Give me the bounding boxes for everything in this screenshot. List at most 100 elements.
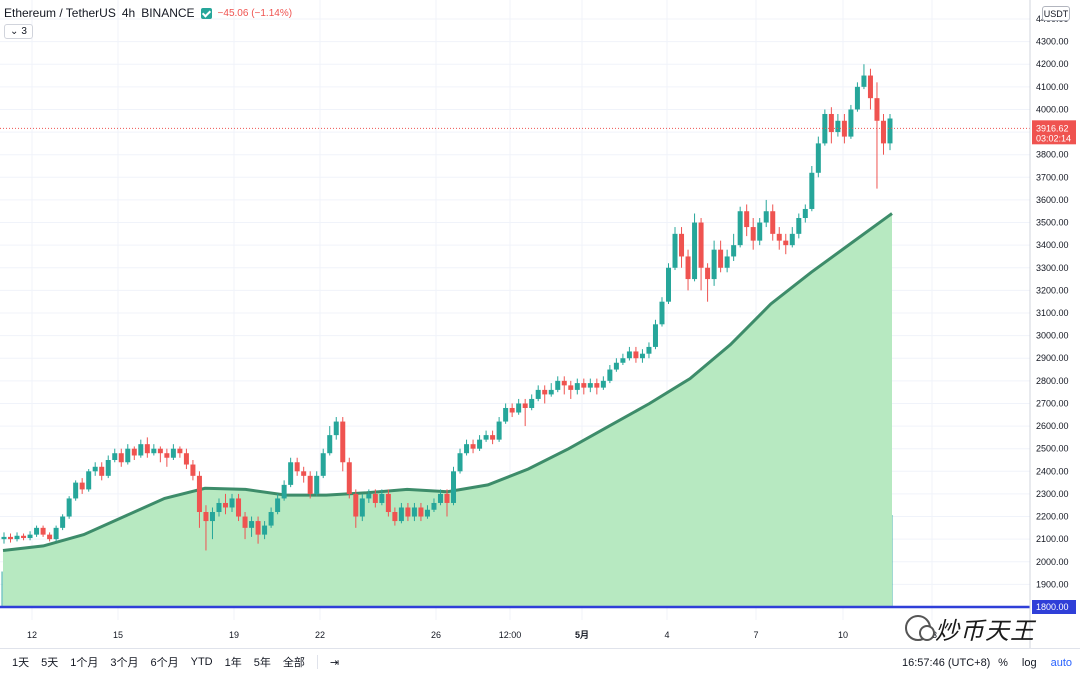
candle-body [639,353,645,359]
countdown-label: 03:02:14 [1036,133,1071,143]
candle-body [672,233,678,268]
candle-body [692,222,698,280]
ma-area-fill [3,213,892,607]
candle-body [620,358,626,363]
currency-label[interactable]: USDT [1042,6,1070,21]
candle-body [333,421,339,436]
candle-body [477,439,483,449]
candle-body [40,527,46,535]
candle-body [457,453,463,472]
candle-body [392,512,398,522]
candle-body [411,507,417,517]
candle-body [776,233,782,241]
range-5y[interactable]: 5年 [253,657,271,669]
price-chart[interactable]: 4400.004300.004200.004100.004000.003900.… [0,0,1080,648]
price-tick: 2000.00 [1036,557,1069,567]
candle-body [809,172,815,209]
candle-body [802,208,808,219]
price-tick: 2700.00 [1036,398,1069,408]
log-toggle[interactable]: log [1021,656,1037,669]
range-1y[interactable]: 1年 [224,657,242,669]
goto-date-icon[interactable]: ⇥ [329,656,340,669]
candle-body [685,256,691,280]
candle-body [783,240,789,246]
candle-body [275,498,281,513]
candle-body [314,475,320,494]
candle-body [229,498,235,508]
candle-body [170,448,176,458]
time-tick: 12:00 [499,630,522,640]
candle-body [216,502,222,513]
indicators-toggle[interactable]: ⌄ 3 [4,24,33,39]
candle-body [138,444,144,456]
time-tick: 7 [753,630,758,640]
range-5d[interactable]: 5天 [41,657,59,669]
candle-body [737,211,743,246]
candle-body [34,527,40,535]
range-3m[interactable]: 3个月 [110,657,139,669]
range-1m[interactable]: 1个月 [70,657,99,669]
price-tick: 3700.00 [1036,172,1069,182]
watermark-text: 炒币天王 [935,616,1035,645]
percent-toggle[interactable]: % [998,656,1008,669]
candle-body [522,403,528,408]
candle-body [770,211,776,234]
candle-body [887,118,893,144]
auto-toggle[interactable]: auto [1050,656,1072,669]
candle-body [613,362,619,370]
candle-body [867,75,873,99]
price-tick: 2300.00 [1036,489,1069,499]
clock[interactable]: 16:57:46 (UTC+8) [902,656,991,669]
price-tick: 4200.00 [1036,59,1069,69]
price-axis[interactable]: 4400.004300.004200.004100.004000.003900.… [1029,0,1076,648]
candle-body [86,471,92,490]
candle-body [848,109,854,137]
candle-body [548,389,554,395]
candle-body [144,444,150,454]
candle-body [711,249,717,280]
candle-body [451,471,457,503]
candle-body [346,462,352,494]
indicator-count: 3 [21,26,27,37]
candle-body [14,535,20,540]
candle-body [47,534,53,540]
candle-body [268,512,274,526]
candle-body [757,222,763,241]
candle-body [698,222,704,268]
candle-body [815,143,821,173]
range-6m[interactable]: 6个月 [150,657,179,669]
candle-body [444,493,450,503]
candle-body [503,407,509,422]
candle-body [633,351,639,359]
candle-body [574,383,580,390]
time-axis[interactable]: 12 15 19 22 26 12:00 5月 4 7 10 13 [27,630,937,640]
candle-body [236,498,242,517]
candle-body [763,211,769,223]
candle-body [568,385,574,390]
candle-body [73,482,79,499]
candle-body [880,120,886,144]
time-tick: 4 [664,630,669,640]
time-tick: 5月 [575,630,589,640]
range-all[interactable]: 全部 [282,657,305,669]
candle-body [301,471,307,476]
price-tick: 3300.00 [1036,263,1069,273]
candle-body [874,98,880,121]
candle-body [561,380,567,386]
candle-body [27,534,33,539]
range-ytd[interactable]: YTD [190,656,213,668]
candle-body [705,267,711,280]
time-tick: 10 [838,630,848,640]
range-1d[interactable]: 1天 [12,657,30,669]
price-tick: 4000.00 [1036,104,1069,114]
price-tick: 4300.00 [1036,37,1069,47]
price-tick: 1900.00 [1036,579,1069,589]
candle-body [607,369,613,381]
candle-body [255,521,261,535]
price-tick: 3400.00 [1036,240,1069,250]
symbol-title[interactable]: Ethereum / TetherUS [4,6,116,20]
candle-body [99,466,105,476]
candle-body [288,462,294,485]
interval-label[interactable]: 4h [121,6,136,20]
candle-body [789,233,795,246]
